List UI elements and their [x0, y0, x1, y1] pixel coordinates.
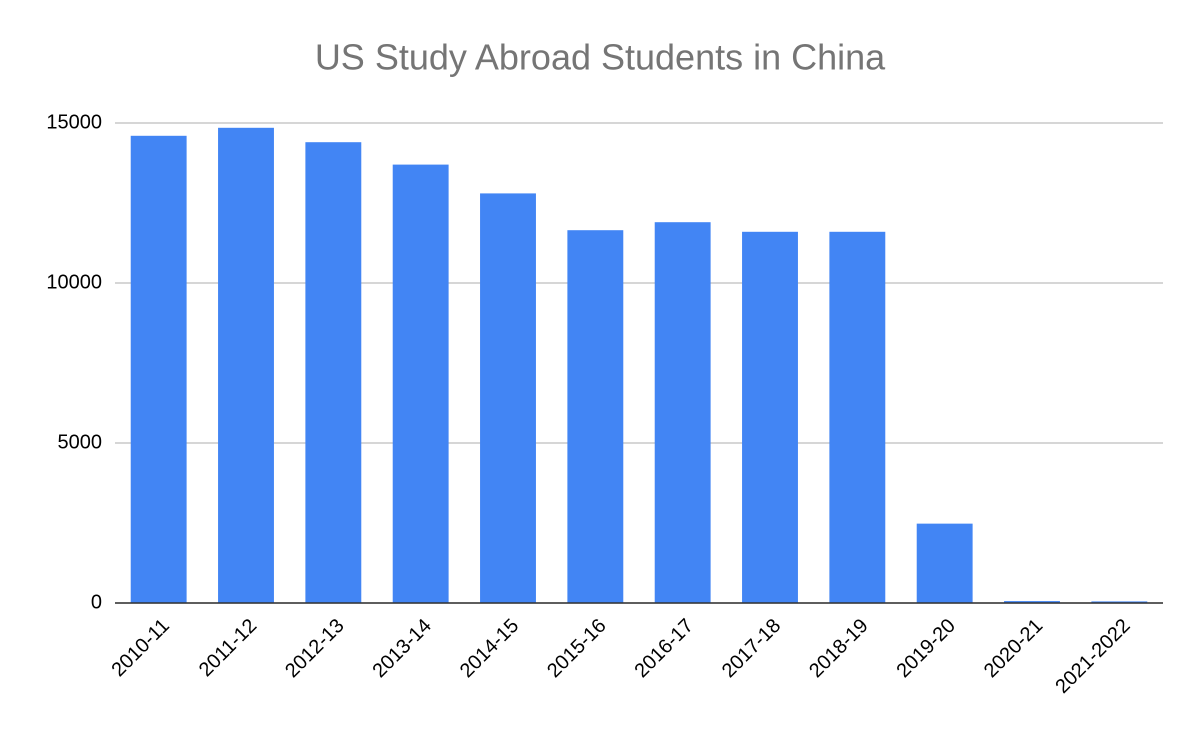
bar: [218, 127, 274, 604]
y-tick-label: 0: [91, 591, 102, 613]
x-tick-label: 2015-16: [543, 615, 610, 682]
bar: [654, 222, 711, 603]
x-tick-label: 2020-21: [980, 615, 1047, 682]
y-tick-label: 15000: [46, 111, 102, 133]
x-tick-label: 2011-12: [195, 615, 261, 681]
x-tick-label: 2013-14: [368, 615, 435, 682]
x-tick-label: 2012-13: [281, 615, 348, 682]
chart-title: US Study Abroad Students in China: [315, 37, 886, 78]
x-tick-label: 2016-17: [630, 615, 697, 682]
bar: [916, 523, 973, 603]
bar: [1004, 601, 1060, 603]
y-tick-label: 10000: [46, 271, 102, 293]
bar: [1091, 601, 1148, 603]
bar: [567, 230, 624, 603]
bar: [130, 135, 187, 604]
x-tick-label: 2019-20: [892, 615, 959, 682]
x-tick-label: 2021-2022: [1051, 615, 1134, 698]
x-tick-label: 2018-19: [805, 615, 872, 682]
x-tick-label: 2010-11: [108, 615, 174, 681]
bar: [829, 231, 886, 604]
bar: [742, 231, 798, 604]
bar: [480, 193, 536, 603]
bar: [392, 164, 449, 603]
bar: [305, 142, 362, 603]
x-tick-label: 2017-18: [718, 615, 785, 682]
x-tick-label: 2014-15: [456, 615, 523, 682]
y-tick-label: 5000: [58, 431, 103, 453]
